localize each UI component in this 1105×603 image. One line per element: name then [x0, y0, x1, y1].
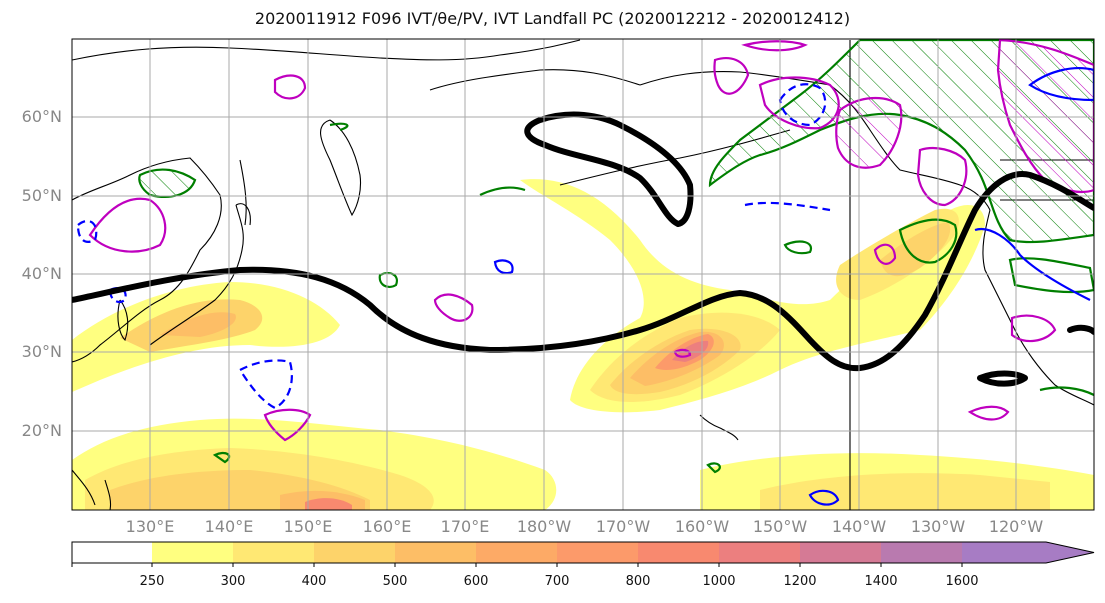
- ivt-region-ne2: [880, 222, 951, 277]
- coast-philippines: [72, 469, 112, 510]
- colorbar-tick-label: 500: [382, 574, 408, 589]
- longitude-label: 150°E: [283, 517, 333, 536]
- pc-edge-contour: [1067, 324, 1094, 335]
- pc-main-contour: [72, 171, 1094, 372]
- pv-negative-contours: [76, 67, 1094, 506]
- gridlines: [72, 39, 1094, 510]
- colorbar-segment: [476, 542, 557, 563]
- longitude-label: 120°W: [988, 517, 1044, 536]
- longitude-label: 160°E: [362, 517, 412, 536]
- colorbar-segment: [395, 542, 476, 563]
- colorbar-tick-label: 300: [220, 574, 246, 589]
- ivt-region-southeast-l2: [760, 473, 1050, 510]
- colorbar-segment: [72, 542, 152, 563]
- colorbar-tick-label: 400: [301, 574, 327, 589]
- colorbar-tick-label: 1200: [783, 574, 817, 589]
- colorbar-outline: [71, 541, 1095, 564]
- colorbar: [71, 541, 1095, 567]
- ivt-region-south-l5: [305, 498, 352, 510]
- coast-na-west: [982, 209, 1094, 406]
- map-frame: [71, 38, 1095, 511]
- ivt-shading: [72, 179, 1094, 510]
- landfall-pc-contours: [72, 111, 1094, 387]
- longitude-label: 140°W: [831, 517, 887, 536]
- longitude-label: 170°E: [440, 517, 490, 536]
- longitude-label: 130°W: [910, 517, 966, 536]
- colorbar-tick-label: 800: [625, 574, 651, 589]
- colorbar-extend-arrow: [962, 542, 1094, 563]
- colorbar-tick-label: 1000: [702, 574, 736, 589]
- pc-closed-contour: [524, 111, 694, 227]
- latitude-label: 20°N: [21, 421, 62, 440]
- latitude-label: 30°N: [21, 342, 62, 361]
- longitude-label: 140°E: [204, 517, 254, 536]
- coast-kamchatka: [320, 119, 362, 217]
- coast-korea: [117, 299, 129, 342]
- colorbar-segment: [638, 542, 719, 563]
- colorbar-tick-label: 700: [544, 574, 570, 589]
- latitude-label: 50°N: [21, 186, 62, 205]
- coast-hawaii: [699, 414, 739, 441]
- colorbar-tick-label: 1400: [864, 574, 898, 589]
- colorbar-segment: [314, 542, 395, 563]
- colorbar-tick-label: 600: [463, 574, 489, 589]
- coast-chukotka: [429, 69, 641, 91]
- longitude-label: 160°W: [674, 517, 730, 536]
- latitude-label: 60°N: [21, 107, 62, 126]
- longitude-label: 130°E: [125, 517, 175, 536]
- colorbar-segment: [881, 542, 962, 563]
- colorbar-segment: [719, 542, 800, 563]
- map-title: 2020011912 F096 IVT/θe/PV, IVT Landfall …: [254, 9, 851, 28]
- pc-small-contour: [977, 370, 1028, 387]
- pv-positive-contours: [88, 39, 1094, 442]
- colorbar-segment: [800, 542, 881, 563]
- longitude-label: 170°W: [595, 517, 651, 536]
- colorbar-segment: [152, 542, 233, 563]
- latitude-label: 40°N: [21, 264, 62, 283]
- colorbar-tick-label: 1600: [945, 574, 979, 589]
- ivt-region-west-max: [160, 312, 236, 337]
- coast-siberia: [72, 39, 581, 61]
- coast-japan: [149, 203, 251, 346]
- colorbar-segment: [557, 542, 638, 563]
- colorbar-segment: [233, 542, 314, 563]
- longitude-label: 180°W: [516, 517, 572, 536]
- colorbar-tick-label: 250: [139, 574, 165, 589]
- thetae-contours: [138, 39, 1094, 474]
- longitude-label: 150°W: [752, 517, 808, 536]
- coast-sakhalin: [239, 159, 247, 226]
- coast-asia: [72, 157, 222, 363]
